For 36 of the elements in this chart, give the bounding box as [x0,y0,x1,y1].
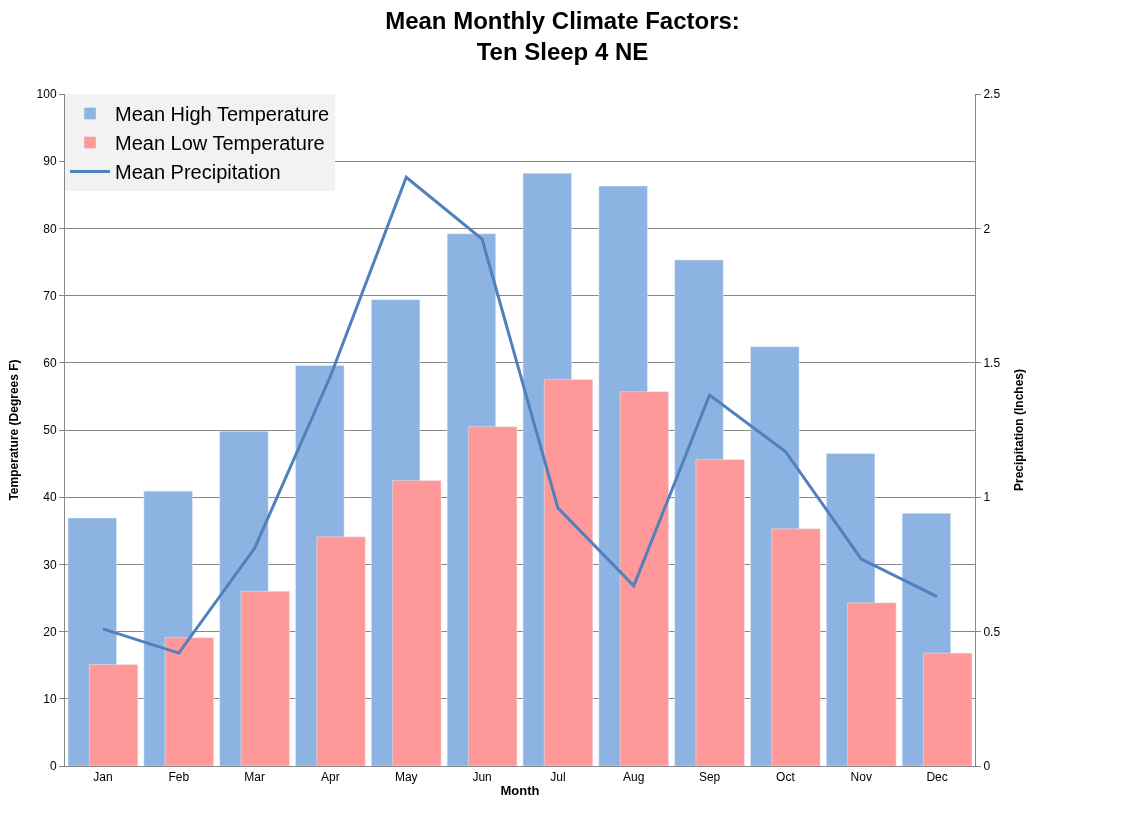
y-tick-label: 90 [43,154,57,169]
y2-tick-label: 1 [983,490,991,505]
x-tick-label: Apr [321,770,340,785]
y-tick-label: 100 [36,87,57,102]
x-tick-label: Jan [93,770,113,785]
y2-tick-label: 2.5 [983,87,1001,102]
y-tick-label: 40 [43,490,57,505]
x-tick-label: Oct [776,770,796,785]
y2-tick-label: 0 [983,759,991,774]
y-tick-label: 60 [43,356,57,370]
legend-label: Mean Precipitation [115,161,281,184]
x-tick-label: Aug [623,770,645,785]
y2-tick-label: 1.5 [983,356,1001,370]
y2-tick-label: 2 [983,221,991,236]
y-tick-label: 80 [43,221,57,236]
chart-title: Mean Monthly Climate Factors: Ten Sleep 4 NE [385,6,740,65]
y-tick-label: 20 [43,624,57,639]
x-tick-label: Jul [550,770,566,785]
x-tick-label: Sep [698,770,721,785]
x-tick-label: May [394,770,418,785]
y2-axis-title: Precipitation (Inches) [1012,368,1027,492]
y-tick-label: 70 [43,288,57,303]
x-axis-title: Month [500,783,540,798]
legend-label: Mean High Temperature [115,103,330,126]
legend-label: Mean Low Temperature [115,132,325,155]
y2-tick-label: 0.5 [983,624,1001,639]
y-axis-title: Temperature (Degrees F) [6,359,21,501]
x-tick-label: Nov [850,770,872,785]
y-tick-label: 0 [49,759,57,774]
x-tick-label: Mar [244,770,265,785]
x-tick-label: Jun [472,770,492,785]
x-tick-label: Dec [926,770,948,785]
x-tick-label: Feb [168,770,190,785]
y-tick-label: 50 [43,423,57,438]
y-tick-label: 10 [43,692,57,706]
y-tick-label: 30 [43,557,57,572]
